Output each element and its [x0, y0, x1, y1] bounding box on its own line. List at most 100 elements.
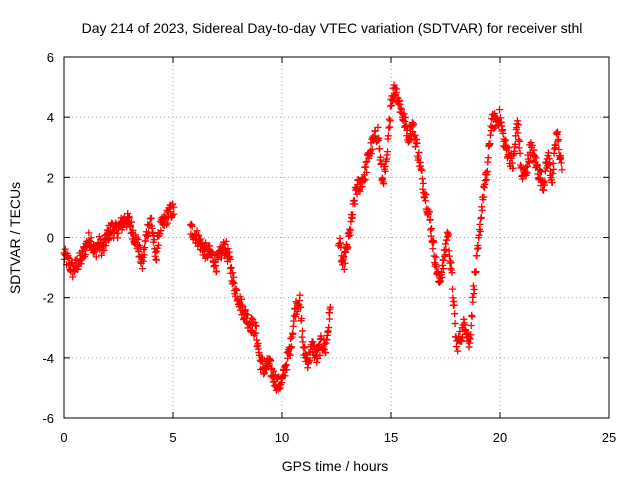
data-point — [549, 159, 557, 167]
data-point — [445, 252, 453, 260]
data-point — [528, 141, 536, 149]
data-point — [490, 125, 498, 133]
data-point — [289, 330, 297, 338]
data-point — [309, 338, 317, 346]
data-point — [426, 215, 434, 223]
data-point — [445, 231, 453, 239]
data-point — [451, 310, 459, 318]
data-point — [513, 117, 521, 125]
data-point — [152, 256, 160, 264]
data-point — [233, 286, 241, 294]
data-point — [558, 166, 566, 174]
data-point — [467, 331, 475, 339]
data-point — [288, 343, 296, 351]
data-point — [170, 210, 178, 218]
data-point — [373, 135, 381, 143]
data-point — [516, 149, 524, 157]
data-point — [142, 237, 150, 245]
data-point — [252, 329, 260, 337]
data-point — [419, 179, 427, 187]
y-axis-label: SDTVAR / TECUs — [7, 182, 23, 294]
data-point — [170, 203, 178, 211]
data-point — [486, 140, 494, 148]
data-point — [362, 158, 370, 166]
data-point — [143, 232, 151, 240]
data-point — [283, 366, 291, 374]
data-point — [484, 154, 492, 162]
data-point — [419, 185, 427, 193]
data-point — [267, 357, 275, 365]
data-point — [554, 136, 562, 144]
data-point — [410, 120, 418, 128]
data-point — [127, 222, 135, 230]
data-point — [229, 269, 237, 277]
data-point — [411, 143, 419, 151]
data-point — [97, 251, 105, 259]
data-point — [447, 259, 455, 267]
data-point — [164, 219, 172, 227]
data-point — [548, 179, 556, 187]
data-point — [147, 214, 155, 222]
data-point — [321, 340, 329, 348]
data-point — [385, 115, 393, 123]
y-tick-label: 4 — [47, 110, 54, 125]
data-point — [432, 253, 440, 261]
data-point — [286, 351, 294, 359]
data-point — [477, 213, 485, 221]
data-point — [358, 183, 366, 191]
data-point — [104, 236, 112, 244]
data-point — [523, 169, 531, 177]
data-point — [188, 222, 196, 230]
data-point — [125, 213, 133, 221]
data-point — [515, 136, 523, 144]
data-point — [337, 243, 345, 251]
data-point — [418, 175, 426, 183]
data-point — [293, 308, 301, 316]
data-point — [505, 144, 513, 152]
data-point — [396, 100, 404, 108]
data-point — [448, 269, 456, 277]
data-point — [197, 235, 205, 243]
data-point — [100, 246, 108, 254]
data-point — [552, 141, 560, 149]
data-point — [344, 243, 352, 251]
data-point — [316, 351, 324, 359]
chart-title: Day 214 of 2023, Sidereal Day-to-day VTE… — [82, 20, 583, 36]
data-point — [325, 324, 333, 332]
data-point — [441, 251, 449, 259]
data-point — [68, 260, 76, 268]
data-point — [326, 315, 334, 323]
data-point — [557, 159, 565, 167]
data-point — [481, 176, 489, 184]
data-point — [92, 253, 100, 261]
axis-ticks: 0 5 10 15 20 25 -6 -4 -2 0 2 4 6 — [42, 50, 616, 445]
data-point — [313, 358, 321, 366]
data-point — [155, 241, 163, 249]
data-point — [374, 123, 382, 131]
data-point — [61, 245, 69, 253]
data-point — [85, 229, 93, 237]
data-point — [152, 248, 160, 256]
data-points — [60, 81, 566, 394]
data-point — [429, 245, 437, 253]
data-point — [425, 208, 433, 216]
data-point — [134, 235, 142, 243]
data-point — [449, 294, 457, 302]
data-point — [297, 304, 305, 312]
data-point — [361, 176, 369, 184]
data-point — [81, 250, 89, 258]
data-point — [351, 200, 359, 208]
x-tick-label: 5 — [169, 430, 176, 445]
data-point — [541, 177, 549, 185]
data-point — [434, 268, 442, 276]
data-point — [319, 344, 327, 352]
data-point — [554, 128, 562, 136]
data-point — [141, 244, 149, 252]
data-point — [450, 301, 458, 309]
data-point — [87, 234, 95, 242]
data-point — [540, 186, 548, 194]
data-point — [427, 226, 435, 234]
data-point — [375, 134, 383, 142]
data-point — [212, 262, 220, 270]
data-point — [157, 227, 165, 235]
